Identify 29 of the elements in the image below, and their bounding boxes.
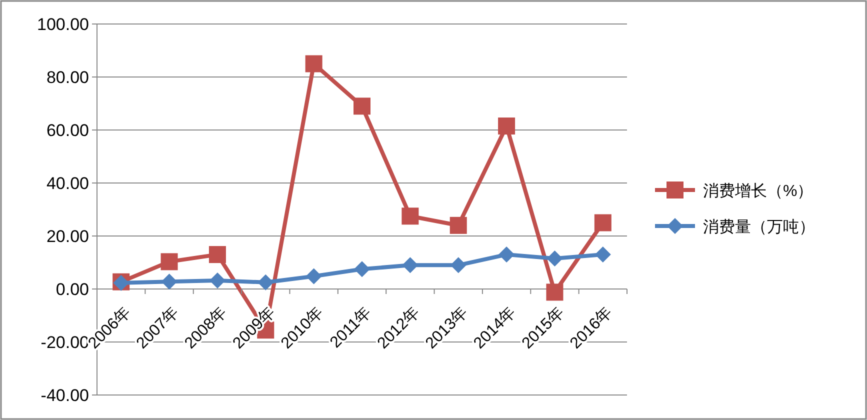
point: [258, 274, 274, 290]
point: [450, 216, 467, 234]
point: [306, 268, 322, 284]
legend-label: 消费量（万吨）: [703, 218, 815, 236]
point: [594, 214, 612, 232]
point: [498, 118, 516, 135]
point: [450, 257, 466, 274]
y-tick-label: 40.00: [46, 174, 89, 193]
y-tick-label: -40.00: [40, 386, 89, 405]
y-tick-label: 60.00: [46, 121, 89, 140]
point: [498, 246, 515, 263]
y-tick-label: -20.00: [40, 333, 89, 352]
point: [354, 98, 370, 115]
y-tick-label: 0.00: [56, 280, 89, 299]
point: [354, 261, 370, 278]
point: [594, 246, 611, 263]
point: [209, 272, 226, 289]
point: [160, 253, 178, 270]
point: [402, 208, 419, 225]
point: [546, 284, 564, 301]
point: [402, 257, 418, 274]
point: [161, 274, 178, 290]
y-tick-label: 100.00: [37, 15, 89, 34]
y-tick-label: 20.00: [46, 227, 89, 246]
point: [208, 246, 226, 264]
point: [546, 250, 563, 267]
legend-label: 消费增长（%）: [703, 182, 814, 200]
point: [305, 55, 322, 72]
y-tick-label: 80.00: [46, 68, 89, 87]
